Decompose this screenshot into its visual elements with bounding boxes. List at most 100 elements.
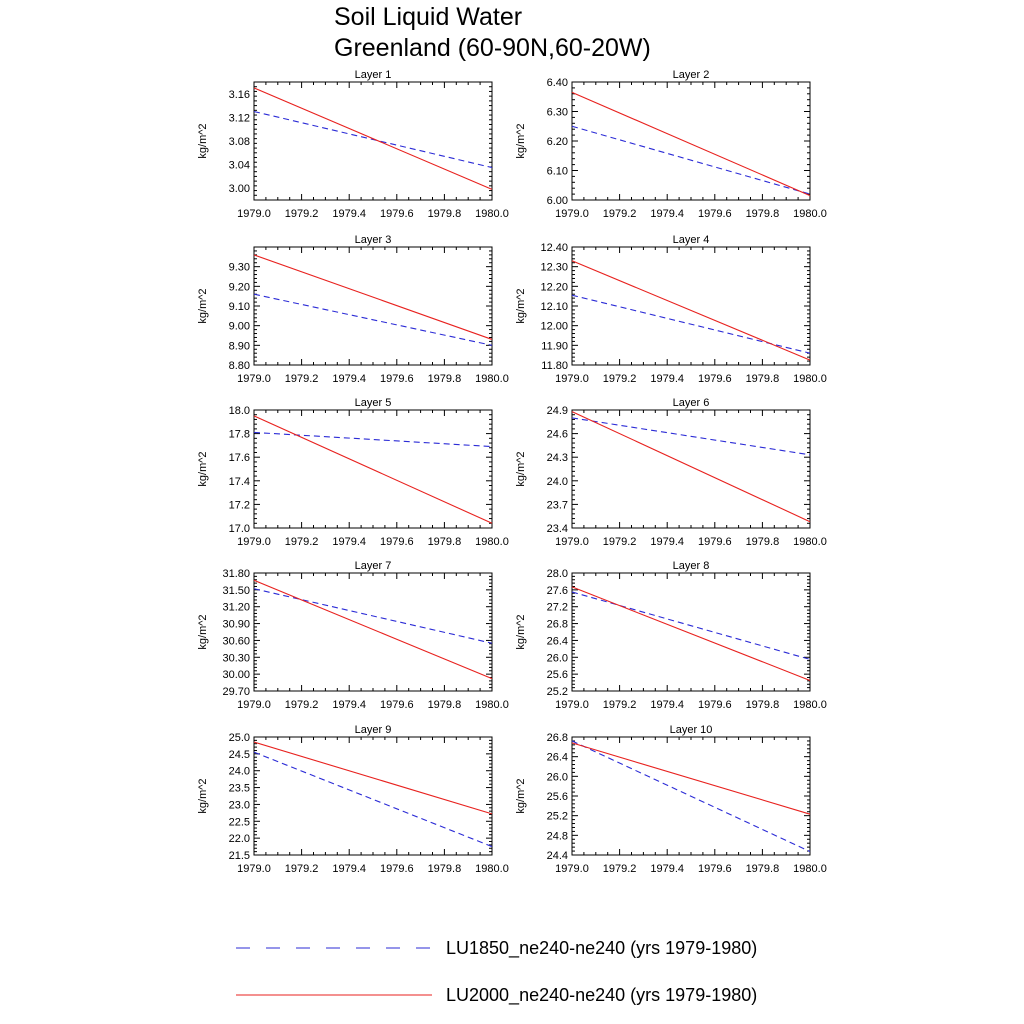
x-tick-label: 1980.0 [475, 373, 509, 385]
y-axis-label: kg/m^2 [197, 123, 209, 158]
plot-frame [253, 81, 493, 201]
series-line-lu1850 [253, 293, 493, 346]
y-tick-label: 6.10 [547, 166, 568, 178]
y-tick-label: 12.00 [540, 321, 568, 333]
y-tick-label: 27.6 [547, 585, 568, 597]
plot-frame [571, 81, 811, 201]
y-tick-label: 12.10 [540, 301, 568, 313]
x-tick-label: 1980.0 [475, 863, 509, 875]
x-tick-label: 1979.8 [746, 208, 780, 220]
figure-title-line2: Greenland (60-90N,60-20W) [334, 34, 651, 62]
y-tick-label: 9.10 [229, 301, 250, 313]
y-tick-label: 17.6 [229, 452, 250, 464]
x-tick-label: 1979.8 [746, 373, 780, 385]
panel-title: Layer 1 [355, 69, 392, 81]
y-tick-label: 27.2 [547, 602, 568, 614]
x-tick-label: 1979.8 [428, 699, 462, 711]
y-tick-label: 30.00 [222, 669, 250, 681]
x-tick-label: 1979.2 [285, 699, 319, 711]
x-tick-label: 1979.0 [555, 863, 589, 875]
x-tick-label: 1979.6 [380, 699, 414, 711]
panel-title: Layer 4 [673, 234, 710, 246]
x-tick-label: 1980.0 [793, 208, 827, 220]
panel-layer-8: Layer 8 kg/m^2 1979.0 1979.2 1979.4 1979.6 197… [515, 560, 827, 711]
series-line-lu2000 [253, 579, 493, 680]
y-tick-label: 18.0 [229, 405, 250, 417]
series-line-lu1850 [253, 110, 493, 169]
y-tick-label: 17.8 [229, 429, 250, 441]
y-tick-label: 12.40 [540, 242, 568, 254]
x-tick-label: 1980.0 [793, 699, 827, 711]
y-tick-label: 24.3 [547, 452, 568, 464]
series-line-lu1850 [253, 588, 493, 644]
y-tick-label: 26.4 [547, 635, 568, 647]
x-tick-label: 1979.4 [332, 863, 366, 875]
panel-layer-6: Layer 6 kg/m^2 1979.0 1979.2 1979.4 1979.6 197… [515, 397, 827, 548]
series-line-lu2000 [253, 254, 493, 340]
y-tick-label: 17.4 [229, 476, 250, 488]
series-line-lu1850 [253, 431, 493, 448]
y-tick-label: 25.2 [547, 686, 568, 698]
panel-layer-4: Layer 4 kg/m^2 1979.0 1979.2 1979.4 1979.6 197… [515, 234, 827, 385]
panel-grid: Layer 1 kg/m^2 1979.0 1979.2 1979.4 1979.6 197… [197, 69, 827, 875]
series-line-lu2000 [571, 411, 811, 523]
y-tick-label: 25.2 [547, 811, 568, 823]
x-tick-label: 1979.6 [380, 208, 414, 220]
y-tick-label: 9.20 [229, 281, 250, 293]
x-tick-label: 1979.4 [650, 863, 684, 875]
x-tick-label: 1979.4 [332, 208, 366, 220]
x-tick-label: 1979.2 [603, 536, 637, 548]
y-tick-label: 17.0 [229, 523, 250, 535]
y-tick-label: 23.4 [547, 523, 568, 535]
y-tick-label: 25.6 [547, 669, 568, 681]
x-tick-label: 1979.4 [332, 373, 366, 385]
x-tick-label: 1979.4 [650, 373, 684, 385]
plot-frame [253, 246, 493, 366]
panel-layer-3: Layer 3 kg/m^2 1979.0 1979.2 1979.4 1979.6 197… [197, 234, 509, 385]
x-tick-label: 1979.8 [746, 536, 780, 548]
plot-frame [571, 572, 811, 692]
x-tick-label: 1979.8 [428, 536, 462, 548]
series-line-lu1850 [571, 591, 811, 660]
series-line-lu1850 [571, 125, 811, 195]
x-tick-label: 1979.8 [428, 863, 462, 875]
x-tick-label: 1979.8 [746, 699, 780, 711]
x-tick-label: 1979.4 [650, 699, 684, 711]
x-tick-label: 1979.0 [237, 863, 271, 875]
y-tick-label: 17.2 [229, 499, 250, 511]
y-tick-label: 31.20 [222, 602, 250, 614]
panel-title: Layer 2 [673, 69, 710, 81]
x-tick-label: 1979.0 [555, 699, 589, 711]
y-axis-label: kg/m^2 [197, 451, 209, 486]
x-tick-label: 1979.2 [603, 373, 637, 385]
legend-label-lu1850: LU1850_ne240-ne240 (yrs 1979-1980) [446, 938, 757, 959]
series-line-lu1850 [571, 294, 811, 354]
x-tick-label: 1979.6 [698, 863, 732, 875]
plot-frame [571, 246, 811, 366]
y-tick-label: 3.16 [229, 89, 250, 101]
y-tick-label: 8.80 [229, 360, 250, 372]
x-tick-label: 1979.2 [603, 208, 637, 220]
series-line-lu2000 [253, 741, 493, 815]
x-tick-label: 1979.2 [285, 373, 319, 385]
y-tick-label: 11.80 [541, 360, 568, 372]
x-tick-label: 1980.0 [475, 536, 509, 548]
x-tick-label: 1979.2 [603, 699, 637, 711]
series-line-lu2000 [571, 260, 811, 361]
y-axis-label: kg/m^2 [197, 778, 209, 813]
y-tick-label: 25.0 [229, 732, 250, 744]
series-line-lu2000 [571, 91, 811, 197]
plot-frame [253, 572, 493, 692]
x-tick-label: 1979.2 [285, 863, 319, 875]
x-tick-label: 1979.6 [698, 208, 732, 220]
x-tick-label: 1980.0 [793, 373, 827, 385]
y-tick-label: 24.5 [229, 749, 250, 761]
y-axis-label: kg/m^2 [515, 614, 527, 649]
y-tick-label: 29.70 [222, 686, 250, 698]
y-tick-label: 24.0 [229, 766, 250, 778]
panel-title: Layer 10 [670, 724, 713, 736]
y-tick-label: 6.20 [547, 136, 568, 148]
y-tick-label: 30.60 [222, 635, 250, 647]
y-axis-label: kg/m^2 [515, 123, 527, 158]
y-tick-label: 6.00 [547, 195, 568, 207]
